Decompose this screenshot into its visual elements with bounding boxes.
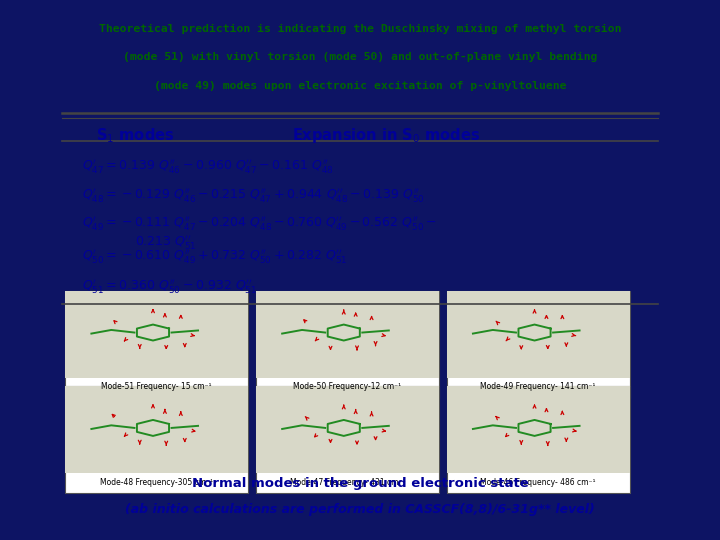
Text: $0.213\ Q_{51}''$: $0.213\ Q_{51}''$ <box>135 233 196 251</box>
Text: $Q_{47}' = 0.139\ Q_{46}'' - 0.960\ Q_{47}'' - 0.161\ Q_{48}''$: $Q_{47}' = 0.139\ Q_{46}'' - 0.960\ Q_{4… <box>82 157 334 175</box>
Text: $Q_{51}' = 0.360\ Q_{50}'' - 0.932\ Q_{51}''$: $Q_{51}' = 0.360\ Q_{50}'' - 0.932\ Q_{5… <box>82 276 257 295</box>
Text: (mode 51) with vinyl torsion (mode 50) and out-of-plane vinyl bending: (mode 51) with vinyl torsion (mode 50) a… <box>123 52 597 62</box>
Text: (mode 49) modes upon electronic excitation of p-vinyltoluene: (mode 49) modes upon electronic excitati… <box>154 81 566 91</box>
Text: $Q_{49}' = -0.111\ Q_{47}'' - 0.204\ Q_{48}'' - 0.760\ Q_{49}'' - 0.562\ Q_{50}': $Q_{49}' = -0.111\ Q_{47}'' - 0.204\ Q_{… <box>82 214 436 232</box>
Bar <box>66 291 248 378</box>
Text: Mode-47 Frequency- 431 cm⁻¹: Mode-47 Frequency- 431 cm⁻¹ <box>289 477 405 487</box>
Bar <box>66 386 248 473</box>
Text: Theoretical prediction is indicating the Duschinsky mixing of methyl torsion: Theoretical prediction is indicating the… <box>99 24 621 34</box>
Bar <box>66 386 248 493</box>
Bar <box>256 386 438 473</box>
Text: Normal modes in the ground electronic state: Normal modes in the ground electronic st… <box>192 477 528 490</box>
Text: Mode-49 Frequency- 141 cm⁻¹: Mode-49 Frequency- 141 cm⁻¹ <box>480 382 596 391</box>
Text: Mode-50 Frequency-12 cm⁻¹: Mode-50 Frequency-12 cm⁻¹ <box>293 382 402 391</box>
Bar <box>256 291 438 378</box>
Text: (ab initio calculations are performed in CASSCF(8,8)/6-31g** level): (ab initio calculations are performed in… <box>125 503 595 516</box>
Bar <box>447 291 629 378</box>
Bar <box>256 291 438 397</box>
Bar <box>447 291 629 397</box>
Text: Mode-51 Frequency- 15 cm⁻¹: Mode-51 Frequency- 15 cm⁻¹ <box>102 382 212 391</box>
Bar <box>66 291 248 397</box>
Text: Expansion in S$_0$ modes: Expansion in S$_0$ modes <box>292 126 481 145</box>
Text: S$_1$ modes: S$_1$ modes <box>96 126 174 145</box>
Bar <box>447 386 629 493</box>
Text: Mode-48 Frequency-305 cm⁻¹: Mode-48 Frequency-305 cm⁻¹ <box>100 477 213 487</box>
Bar <box>256 386 438 493</box>
Text: $Q_{50}' = -0.610\ Q_{49}'' + 0.732\ Q_{50}'' + 0.282\ Q_{51}''$: $Q_{50}' = -0.610\ Q_{49}'' + 0.732\ Q_{… <box>82 247 347 265</box>
Bar <box>447 386 629 473</box>
Text: Mode-46 Frequency- 486 cm⁻¹: Mode-46 Frequency- 486 cm⁻¹ <box>480 477 596 487</box>
Text: $Q_{48}' = -0.129\ Q_{46}'' - 0.215\ Q_{47}'' + 0.944\ Q_{48}'' - 0.139\ Q_{50}': $Q_{48}' = -0.129\ Q_{46}'' - 0.215\ Q_{… <box>82 186 425 204</box>
